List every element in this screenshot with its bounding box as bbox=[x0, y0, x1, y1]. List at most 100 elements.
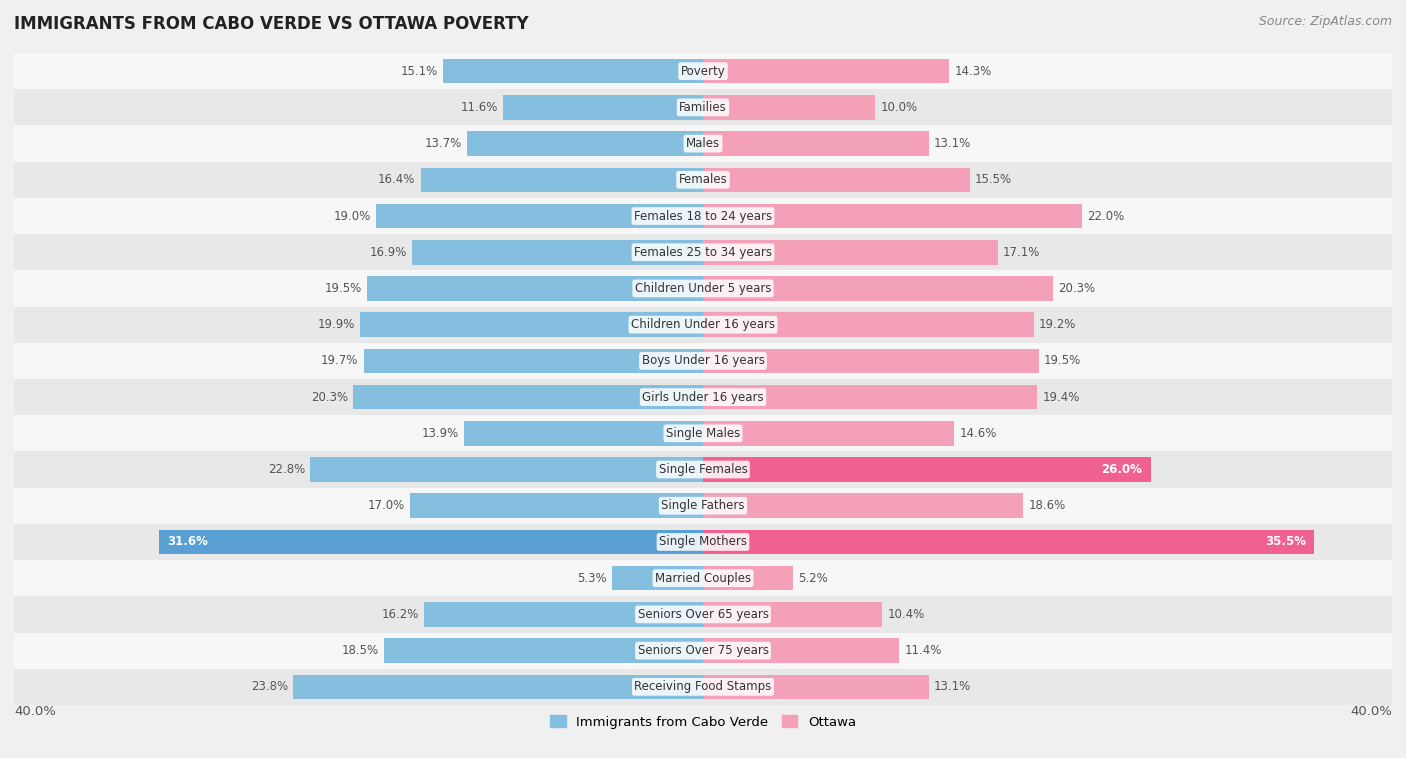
Text: Seniors Over 75 years: Seniors Over 75 years bbox=[637, 644, 769, 657]
Text: 5.3%: 5.3% bbox=[576, 572, 606, 584]
Bar bbox=[703, 385, 1038, 409]
Text: Females 25 to 34 years: Females 25 to 34 years bbox=[634, 246, 772, 258]
Text: 16.2%: 16.2% bbox=[381, 608, 419, 621]
Text: Families: Families bbox=[679, 101, 727, 114]
Bar bbox=[353, 385, 703, 409]
Text: Single Fathers: Single Fathers bbox=[661, 500, 745, 512]
Bar bbox=[14, 524, 1392, 560]
Bar bbox=[14, 198, 1392, 234]
Bar bbox=[703, 59, 949, 83]
Bar bbox=[14, 379, 1392, 415]
Text: 15.1%: 15.1% bbox=[401, 64, 437, 77]
Text: 40.0%: 40.0% bbox=[14, 705, 56, 718]
Bar bbox=[159, 530, 703, 554]
Bar bbox=[703, 457, 1152, 482]
Bar bbox=[703, 566, 793, 590]
Text: 16.4%: 16.4% bbox=[378, 174, 415, 186]
Bar bbox=[703, 276, 1053, 301]
Text: Married Couples: Married Couples bbox=[655, 572, 751, 584]
Bar bbox=[411, 493, 703, 518]
Bar bbox=[703, 168, 970, 192]
Text: 19.0%: 19.0% bbox=[333, 209, 371, 223]
Text: 10.0%: 10.0% bbox=[880, 101, 918, 114]
Bar bbox=[503, 95, 703, 120]
Text: Poverty: Poverty bbox=[681, 64, 725, 77]
Bar bbox=[14, 306, 1392, 343]
Bar bbox=[311, 457, 703, 482]
Text: IMMIGRANTS FROM CABO VERDE VS OTTAWA POVERTY: IMMIGRANTS FROM CABO VERDE VS OTTAWA POV… bbox=[14, 15, 529, 33]
Text: Females 18 to 24 years: Females 18 to 24 years bbox=[634, 209, 772, 223]
Text: Children Under 16 years: Children Under 16 years bbox=[631, 318, 775, 331]
Text: 19.5%: 19.5% bbox=[1045, 355, 1081, 368]
Text: 19.2%: 19.2% bbox=[1039, 318, 1076, 331]
Text: 35.5%: 35.5% bbox=[1265, 535, 1306, 549]
Text: Source: ZipAtlas.com: Source: ZipAtlas.com bbox=[1258, 15, 1392, 28]
Bar bbox=[360, 312, 703, 337]
Bar bbox=[703, 675, 928, 699]
Bar bbox=[425, 602, 703, 627]
Bar bbox=[367, 276, 703, 301]
Bar bbox=[14, 669, 1392, 705]
Text: 40.0%: 40.0% bbox=[1350, 705, 1392, 718]
Text: Receiving Food Stamps: Receiving Food Stamps bbox=[634, 681, 772, 694]
Bar bbox=[703, 349, 1039, 373]
Bar bbox=[364, 349, 703, 373]
Bar bbox=[412, 240, 703, 265]
Bar bbox=[703, 131, 928, 156]
Text: 20.3%: 20.3% bbox=[1057, 282, 1095, 295]
Bar bbox=[612, 566, 703, 590]
Text: 19.4%: 19.4% bbox=[1042, 390, 1080, 403]
Bar bbox=[14, 560, 1392, 597]
Text: 5.2%: 5.2% bbox=[797, 572, 828, 584]
Text: 13.9%: 13.9% bbox=[422, 427, 458, 440]
Bar bbox=[464, 421, 703, 446]
Text: Females: Females bbox=[679, 174, 727, 186]
Text: 22.8%: 22.8% bbox=[269, 463, 305, 476]
Bar bbox=[703, 638, 900, 663]
Bar bbox=[292, 675, 703, 699]
Bar bbox=[375, 204, 703, 228]
Bar bbox=[14, 234, 1392, 271]
Bar bbox=[703, 530, 1315, 554]
Text: 14.3%: 14.3% bbox=[955, 64, 991, 77]
Text: 16.9%: 16.9% bbox=[370, 246, 406, 258]
Text: 19.5%: 19.5% bbox=[325, 282, 361, 295]
Text: 13.7%: 13.7% bbox=[425, 137, 461, 150]
Bar bbox=[703, 421, 955, 446]
Text: Children Under 5 years: Children Under 5 years bbox=[634, 282, 772, 295]
Text: 11.6%: 11.6% bbox=[461, 101, 498, 114]
Text: 23.8%: 23.8% bbox=[250, 681, 288, 694]
Text: Males: Males bbox=[686, 137, 720, 150]
Bar bbox=[703, 204, 1083, 228]
Text: 26.0%: 26.0% bbox=[1101, 463, 1142, 476]
Text: 19.9%: 19.9% bbox=[318, 318, 356, 331]
Text: Boys Under 16 years: Boys Under 16 years bbox=[641, 355, 765, 368]
Text: 18.6%: 18.6% bbox=[1029, 500, 1066, 512]
Bar bbox=[14, 126, 1392, 161]
Bar bbox=[14, 271, 1392, 306]
Text: 18.5%: 18.5% bbox=[342, 644, 380, 657]
Bar bbox=[14, 343, 1392, 379]
Text: Single Females: Single Females bbox=[658, 463, 748, 476]
Legend: Immigrants from Cabo Verde, Ottawa: Immigrants from Cabo Verde, Ottawa bbox=[544, 710, 862, 735]
Bar bbox=[14, 597, 1392, 632]
Bar bbox=[420, 168, 703, 192]
Bar bbox=[703, 602, 882, 627]
Bar bbox=[703, 240, 997, 265]
Bar bbox=[703, 493, 1024, 518]
Bar bbox=[14, 89, 1392, 126]
Text: 22.0%: 22.0% bbox=[1087, 209, 1125, 223]
Bar bbox=[14, 452, 1392, 487]
Text: 20.3%: 20.3% bbox=[311, 390, 349, 403]
Bar bbox=[14, 487, 1392, 524]
Bar bbox=[443, 59, 703, 83]
Bar bbox=[467, 131, 703, 156]
Text: 14.6%: 14.6% bbox=[960, 427, 997, 440]
Text: 11.4%: 11.4% bbox=[904, 644, 942, 657]
Text: 31.6%: 31.6% bbox=[167, 535, 208, 549]
Text: 19.7%: 19.7% bbox=[321, 355, 359, 368]
Text: Single Mothers: Single Mothers bbox=[659, 535, 747, 549]
Bar bbox=[14, 53, 1392, 89]
Text: 15.5%: 15.5% bbox=[976, 174, 1012, 186]
Bar bbox=[14, 161, 1392, 198]
